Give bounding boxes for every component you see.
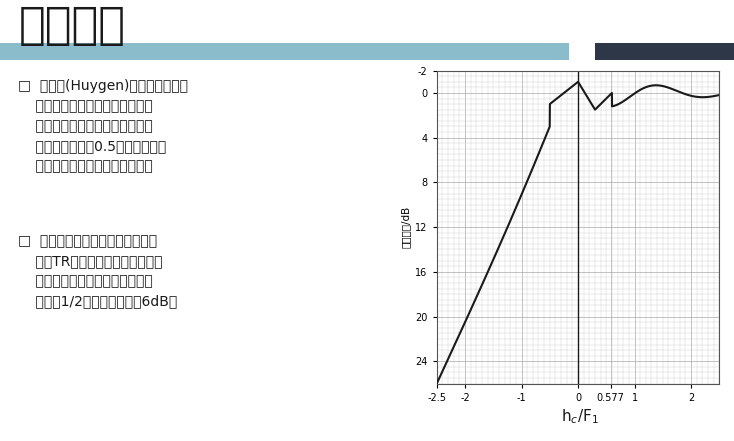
Bar [0, 43, 569, 60]
Text: h$_c$/F$_1$: h$_c$/F$_1$ [561, 407, 599, 426]
Y-axis label: 绕射损耗/dB: 绕射损耗/dB [401, 206, 411, 248]
Text: 绕射损耗: 绕射损耗 [18, 4, 126, 48]
Text: □  惠更斯(Huygen)定律使用菲涅尔
    区来描述绕射的信号衰减，当建
    筑物遮挡了一半第一菲涅尔区内
    时（相对余隙为0.5），则障碍物: □ 惠更斯(Huygen)定律使用菲涅尔 区来描述绕射的信号衰减，当建 筑物遮挡… [18, 79, 189, 174]
Text: □  当建筑物遮挡在第一菲涅尔区内
    时，TR直射线从障碍物顶点擦过
    时，第一菲涅尔区场强接近全部
    场强的1/2，绕射损耗约为6dB。: □ 当建筑物遮挡在第一菲涅尔区内 时，TR直射线从障碍物顶点擦过 时，第一菲涅尔… [18, 234, 178, 308]
Bar [595, 43, 734, 60]
